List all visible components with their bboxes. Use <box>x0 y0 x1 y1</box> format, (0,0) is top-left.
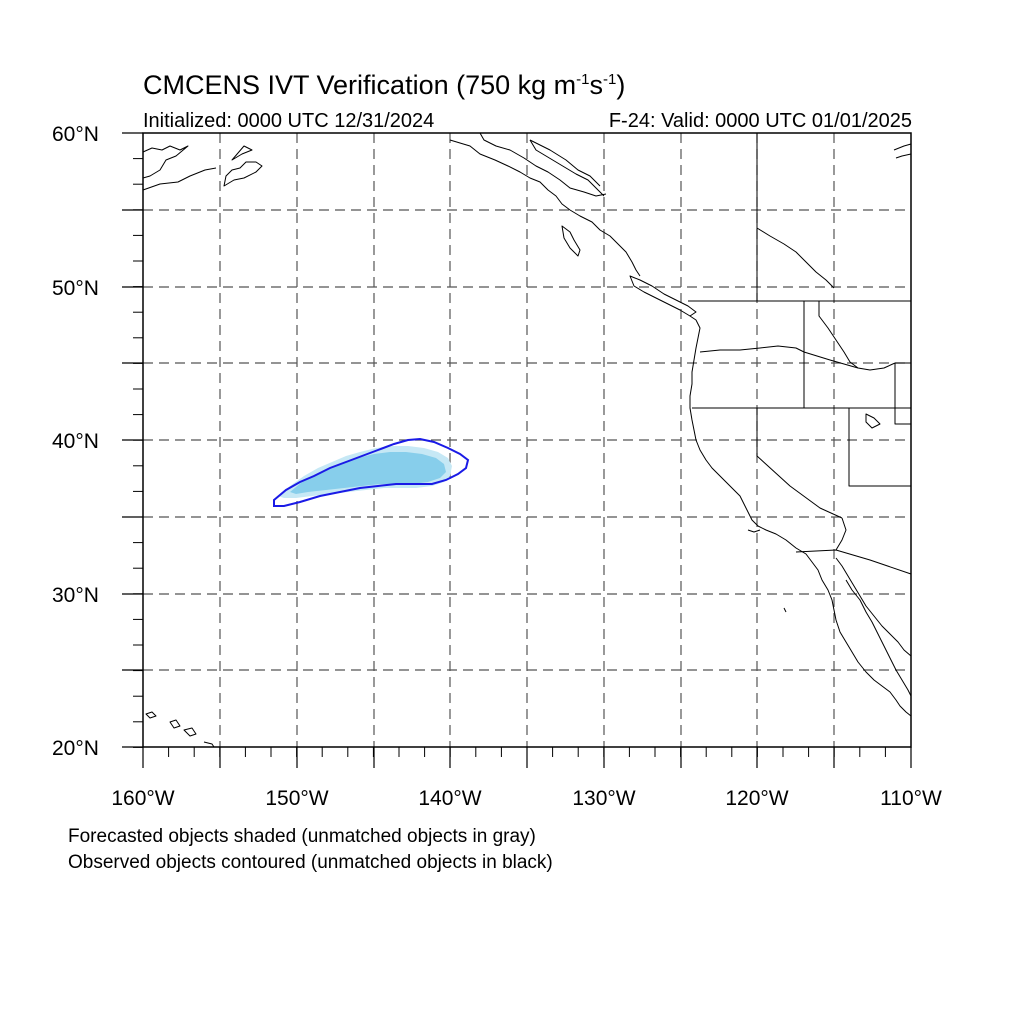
map-title: CMCENS IVT Verification (750 kg m-1s-1) <box>143 70 626 100</box>
lon-label-120: 120°W <box>725 787 788 810</box>
forecast-object <box>278 446 452 498</box>
tick-marks <box>122 132 912 768</box>
grid-lines <box>143 133 911 747</box>
observed-contour <box>273 437 470 507</box>
lon-axis-labels: 160°W 150°W 140°W 130°W 120°W 110°W <box>111 787 942 810</box>
lat-label-30: 30°N <box>52 584 99 607</box>
valid-time: F-24: Valid: 0000 UTC 01/01/2025 <box>608 110 912 132</box>
minor-tick-marks <box>133 132 912 757</box>
lon-label-150: 150°W <box>265 787 328 810</box>
forecast-legend-note: Forecasted objects shaded (unmatched obj… <box>68 826 536 847</box>
initialized-time: Initialized: 0000 UTC 12/31/2024 <box>143 110 435 132</box>
lat-label-40: 40°N <box>52 430 99 453</box>
coastlines <box>142 132 912 748</box>
lat-axis-labels: 60°N 50°N 40°N 30°N 20°N <box>52 123 99 760</box>
lat-label-20: 20°N <box>52 737 99 760</box>
lat-label-50: 50°N <box>52 277 99 300</box>
lon-label-140: 140°W <box>418 787 481 810</box>
lon-label-160: 160°W <box>111 787 174 810</box>
observed-legend-note: Observed objects contoured (unmatched ob… <box>68 852 553 873</box>
lon-label-130: 130°W <box>572 787 635 810</box>
lon-label-110: 110°W <box>880 787 942 810</box>
lat-label-60: 60°N <box>52 123 99 146</box>
